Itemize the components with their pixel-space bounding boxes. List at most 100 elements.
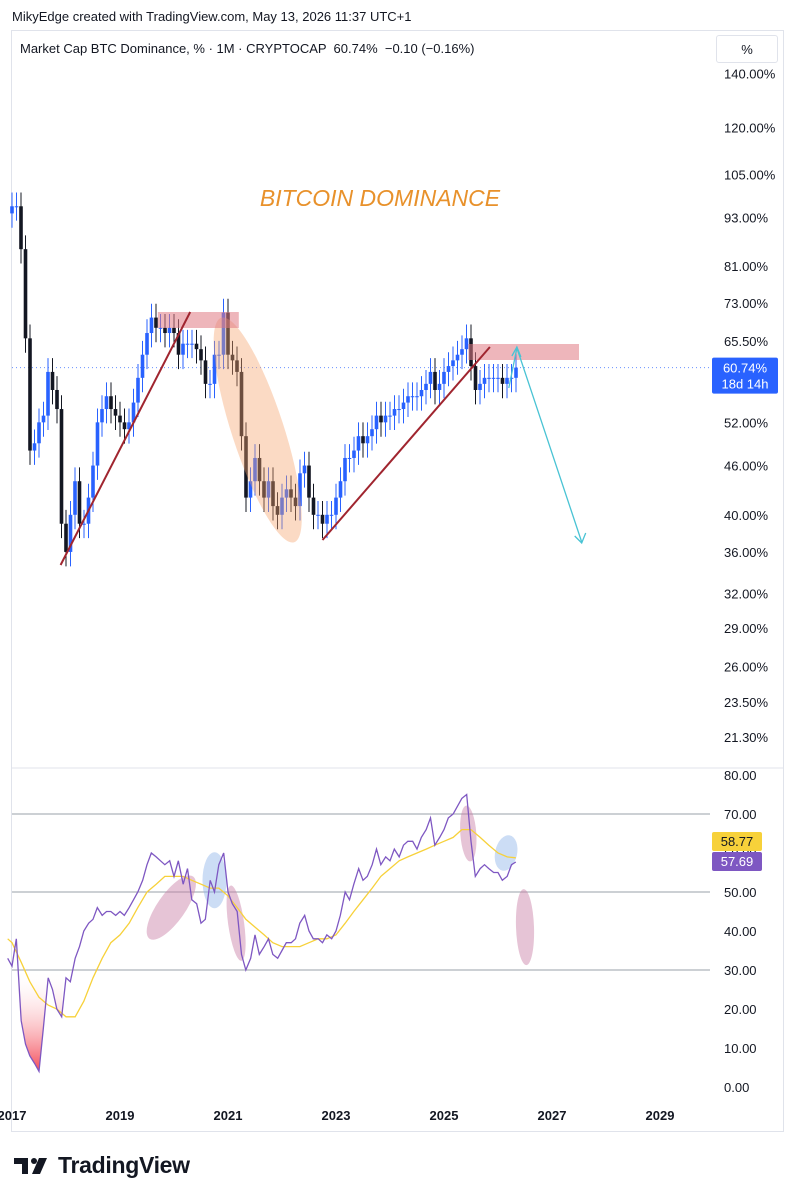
candle-body: [437, 383, 442, 390]
price-axis-tick-label: 32.00%: [724, 586, 769, 601]
candle-body: [478, 383, 482, 390]
candle-body: [361, 436, 365, 444]
price-axis-tick-label: 52.00%: [724, 415, 769, 430]
candle-body: [433, 371, 437, 390]
candle-body: [302, 465, 307, 474]
candle-body: [325, 514, 329, 524]
candle-body: [392, 409, 397, 416]
candle-body: [266, 481, 271, 498]
candle-body: [307, 465, 311, 498]
candle-body: [298, 473, 302, 507]
candle-body: [217, 354, 221, 356]
candle-body: [347, 457, 352, 459]
price-axis-tick-label: 93.00%: [724, 210, 769, 225]
candle-body: [23, 249, 28, 339]
rsi-highlight-ellipse: [226, 885, 246, 961]
price-axis-tick-label: 81.00%: [724, 259, 769, 274]
chart-frame: [11, 30, 784, 1132]
candle-body: [122, 422, 127, 430]
candle-body: [280, 497, 284, 515]
percent-scale-button[interactable]: %: [716, 35, 778, 63]
tradingview-logo-icon: [14, 1157, 47, 1174]
candle-body: [464, 338, 469, 350]
candle-body: [136, 377, 140, 403]
bar-countdown: 18d 14h: [722, 377, 769, 392]
price-axis-tick-label: 120.00%: [724, 121, 776, 136]
candle-body: [410, 396, 415, 398]
candle-body: [383, 415, 388, 423]
candle-body: [55, 389, 59, 410]
candle-body: [37, 422, 41, 444]
candle-body: [181, 343, 185, 355]
price-axis-tick-label: 23.50%: [724, 695, 769, 710]
candle-body: [154, 317, 158, 328]
rsi-axis-tick-label: 20.00: [724, 1002, 757, 1017]
price-axis-tick-label: 46.00%: [724, 459, 769, 474]
candle-body: [131, 402, 136, 423]
time-axis-tick-label: 2023: [322, 1108, 351, 1123]
price-axis-tick-label: 65.50%: [724, 334, 769, 349]
time-axis-tick-label: 2017: [0, 1108, 26, 1123]
candle-body: [365, 436, 370, 444]
candle-body: [199, 349, 203, 361]
rsi-line: [7, 793, 517, 1074]
rsi-value-tag: [712, 852, 762, 871]
rsi-axis-tick-label: 80.00: [724, 768, 757, 783]
candle-body: [343, 457, 347, 482]
resistance-zone-2025: [468, 344, 579, 360]
tradingview-brand: TradingView: [58, 1152, 190, 1178]
candle-body: [284, 489, 289, 498]
candle-body: [149, 317, 154, 334]
candle-body: [82, 523, 86, 525]
candle-body: [73, 481, 77, 515]
rsi-ma-tag: [712, 832, 762, 851]
price-axis-tick-label: 21.30%: [724, 730, 769, 745]
rsi-ma-line: [7, 828, 516, 1018]
candle-body: [451, 360, 455, 367]
candle-body: [100, 409, 104, 423]
candle-body: [158, 327, 163, 329]
candle-body: [487, 377, 491, 379]
candle-body: [185, 343, 190, 345]
candle-body: [509, 377, 514, 379]
candle-body: [329, 514, 334, 516]
candle-body: [10, 206, 14, 214]
decline-highlight-ellipse: [213, 317, 302, 543]
candle-body: [397, 409, 401, 411]
candle-body: [311, 497, 316, 515]
uptrend-line-2022: [321, 346, 491, 541]
candle-body: [104, 396, 109, 410]
candle-body: [352, 450, 356, 458]
candle-body: [257, 457, 262, 482]
candle-body: [118, 415, 122, 423]
candle-body: [14, 206, 19, 208]
rsi-axis-tick-label: 40.00: [724, 924, 757, 939]
candle-body: [293, 497, 298, 507]
candle-body: [190, 343, 194, 345]
candle-body: [253, 457, 257, 482]
tradingview-footer: TradingView: [14, 1152, 190, 1179]
candle-body: [415, 396, 419, 398]
candle-body: [271, 481, 275, 507]
candle-body: [50, 371, 55, 390]
rsi-ma-value: 58.77: [721, 834, 754, 849]
candle-body: [379, 415, 383, 423]
candle-body: [163, 327, 167, 334]
candle-body: [46, 371, 50, 416]
candle-body: [113, 409, 118, 416]
candle-body: [226, 312, 230, 355]
candle-body: [442, 371, 446, 384]
candle-body: [32, 443, 37, 451]
candle-body: [374, 415, 379, 430]
rsi-axis-tick-label: 70.00: [724, 807, 757, 822]
candle-body: [41, 415, 46, 423]
candle-body: [140, 354, 145, 378]
candle-body: [338, 481, 343, 498]
candle-body: [145, 333, 149, 355]
candle-body: [334, 497, 338, 515]
attribution-text: MikyEdge created with TradingView.com, M…: [12, 9, 412, 24]
candle-body: [167, 327, 172, 334]
candle-body: [172, 327, 176, 334]
candle-body: [221, 312, 226, 355]
